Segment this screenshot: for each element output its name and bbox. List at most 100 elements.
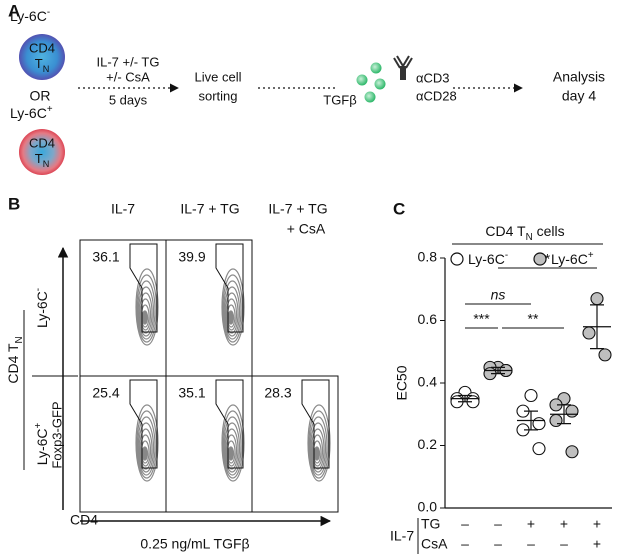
text-part: T xyxy=(35,151,43,166)
contour xyxy=(139,292,153,334)
error-bar xyxy=(491,366,505,375)
factor-sign: – xyxy=(527,536,535,552)
legend-text: Ly-6C- xyxy=(468,250,508,267)
tgf-particle xyxy=(356,74,368,86)
text-part: + xyxy=(588,250,594,261)
contour xyxy=(135,268,159,346)
row-label: Ly-6C+ xyxy=(33,422,50,465)
or-text: OR xyxy=(30,88,51,104)
cell-label: Ly-6C- xyxy=(10,7,50,24)
contour xyxy=(221,268,245,346)
column-header: IL-7 xyxy=(111,201,135,217)
contour xyxy=(224,422,241,473)
text-part: + xyxy=(33,422,44,428)
error-bar xyxy=(590,304,604,350)
gate-value: 35.1 xyxy=(178,385,205,401)
legend-text: Ly-6C+ xyxy=(551,250,594,267)
y-tick-label: 0.8 xyxy=(418,249,438,265)
text-part: Ly-6C xyxy=(468,251,505,267)
contour xyxy=(135,404,159,482)
y-tick-label: 0.4 xyxy=(418,374,438,390)
factor-sign: – xyxy=(494,536,502,552)
sig-label: *** xyxy=(473,311,490,327)
cell-icon xyxy=(19,34,65,80)
axis-label: Foxp3-GFP xyxy=(49,401,64,468)
cytokine-text: TGFβ xyxy=(323,92,356,107)
data-point xyxy=(532,417,546,431)
contour xyxy=(140,304,150,328)
text-part: Ly-6C xyxy=(10,8,47,24)
panel-label: C xyxy=(393,199,405,218)
gate xyxy=(301,379,330,469)
contour xyxy=(225,298,238,331)
step-text: Live cell xyxy=(195,69,242,84)
contour xyxy=(221,404,245,482)
legend-marker xyxy=(450,252,464,266)
antibody-text: αCD28 xyxy=(416,88,457,103)
gate xyxy=(215,243,244,333)
gate xyxy=(129,379,158,469)
contour xyxy=(223,416,242,476)
gate xyxy=(215,379,244,469)
text-part: - xyxy=(47,7,50,18)
sig-label: ** xyxy=(528,311,539,327)
data-point xyxy=(582,326,596,340)
gate xyxy=(129,243,158,333)
tgf-particle xyxy=(370,62,382,74)
contour xyxy=(225,428,239,470)
text-part: Ly-6C xyxy=(34,428,50,465)
data-point xyxy=(598,348,612,362)
row-label: Ly-6C- xyxy=(33,288,50,328)
panel-label: A xyxy=(8,1,20,20)
error-bar xyxy=(458,394,472,403)
y-axis-label: EC50 xyxy=(394,365,410,400)
factor-sign: + xyxy=(560,516,568,532)
column-header: + CsA xyxy=(287,221,326,237)
contour xyxy=(313,446,321,461)
legend-marker xyxy=(533,252,547,266)
contour xyxy=(309,416,328,476)
step-text: Analysis xyxy=(553,69,605,85)
contour xyxy=(226,304,236,328)
text-part: CD4 T xyxy=(485,223,526,239)
factor-sign: + xyxy=(593,536,601,552)
factor-sign: – xyxy=(461,536,469,552)
factor-name: TG xyxy=(421,516,440,532)
y-tick-label: 0.2 xyxy=(418,436,438,452)
factor-sign: – xyxy=(494,516,502,532)
text-part: Ly-6C xyxy=(551,251,588,267)
data-point xyxy=(590,292,604,306)
axis-label: CD4 xyxy=(70,512,98,528)
panel-label: B xyxy=(8,194,20,213)
data-point xyxy=(549,413,563,428)
data-point xyxy=(532,442,546,456)
gate-value: 25.4 xyxy=(92,385,119,401)
contour xyxy=(310,422,327,473)
gate-value: 36.1 xyxy=(92,249,119,265)
cell-text: TN xyxy=(35,56,50,74)
text-part: N xyxy=(43,64,50,74)
contour xyxy=(310,428,325,470)
text-part: cells xyxy=(533,223,565,239)
text-part: - xyxy=(33,288,44,291)
contour xyxy=(226,440,236,464)
contour xyxy=(227,310,235,325)
condition-label: IL-7 xyxy=(390,528,414,544)
factor-sign: + xyxy=(593,516,601,532)
factor-sign: – xyxy=(461,516,469,532)
contour xyxy=(223,280,242,340)
contour xyxy=(311,434,324,467)
text-part: Ly-6C xyxy=(10,105,47,121)
step-text: day 4 xyxy=(562,88,596,104)
factor-sign: – xyxy=(560,536,568,552)
step-text: +/- CsA xyxy=(106,69,150,84)
contour xyxy=(137,416,156,476)
contour xyxy=(225,434,238,467)
tgf-particle xyxy=(374,78,386,90)
contour xyxy=(138,286,155,337)
factor-sign: + xyxy=(527,516,535,532)
chart-title: CD4 TN cells xyxy=(485,223,564,243)
antibody-icon xyxy=(393,55,413,80)
